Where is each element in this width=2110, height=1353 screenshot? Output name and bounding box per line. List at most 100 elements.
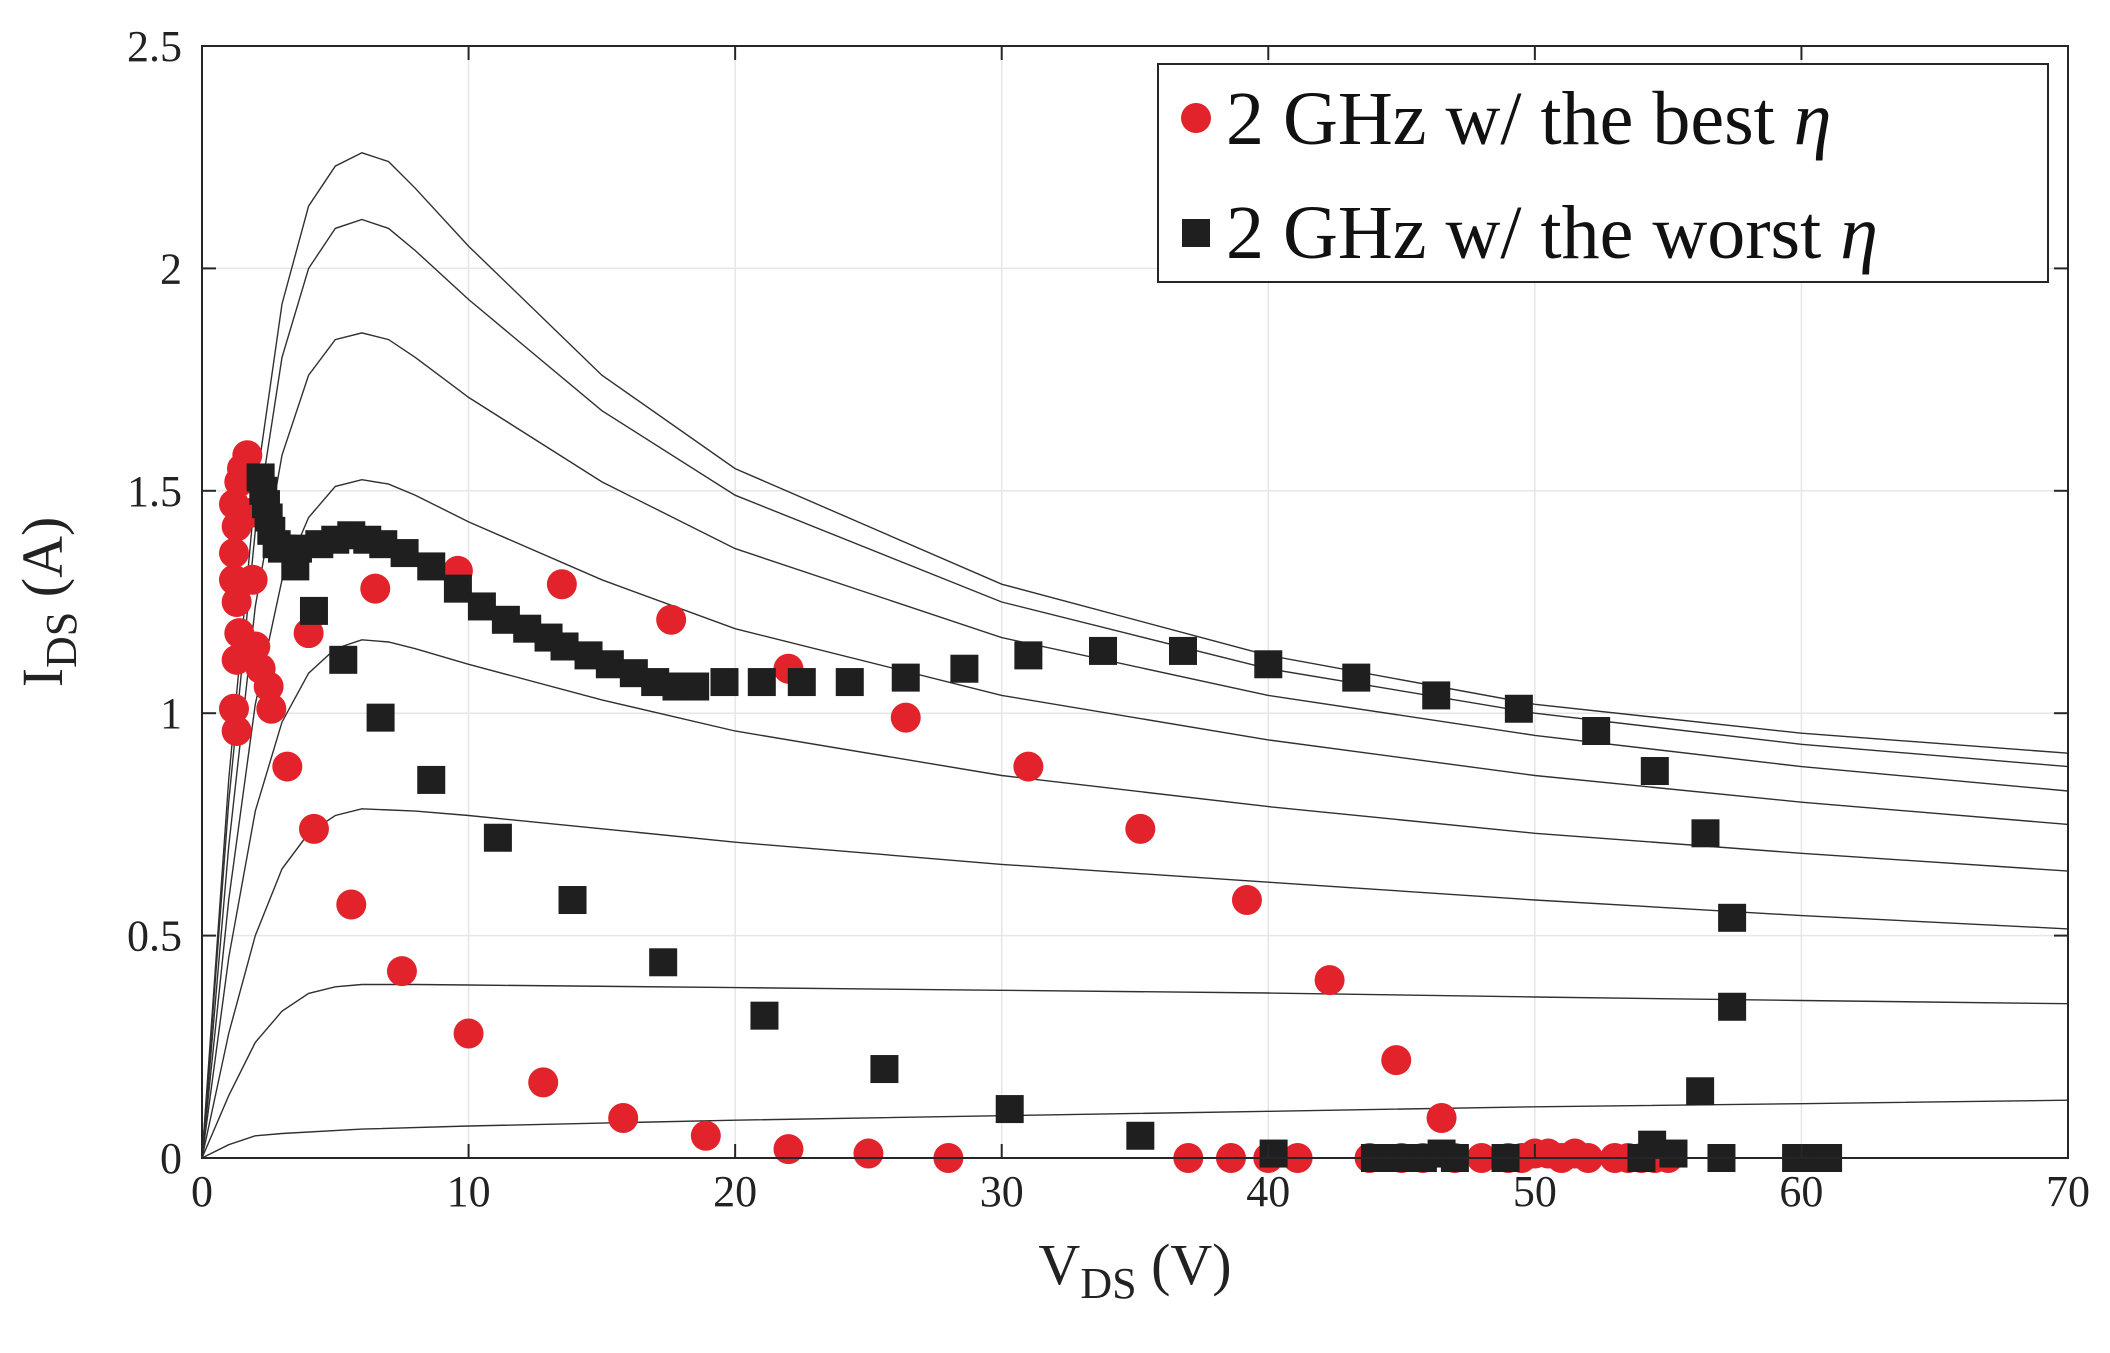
legend: 2 GHz w/ the best η 2 GHz w/ the worst η <box>1157 63 2049 283</box>
legend-marker-worst <box>1182 219 1210 247</box>
data-point-worst <box>1342 663 1371 692</box>
iv-model-curve <box>201 808 2069 1159</box>
data-point-best <box>1125 813 1156 844</box>
data-point-best <box>890 702 921 733</box>
data-point-best <box>360 573 391 604</box>
data-point-worst <box>1259 1139 1288 1168</box>
data-point-best <box>221 715 252 746</box>
data-point-best <box>293 618 324 649</box>
plot-frame <box>201 45 2069 1159</box>
x-tick-label: 60 <box>1779 1167 1823 1216</box>
data-point-worst <box>835 668 864 697</box>
x-axis-label-main: V <box>1038 1232 1080 1297</box>
data-point-worst <box>390 539 419 568</box>
data-point-worst <box>870 1055 899 1084</box>
data-point-worst <box>1504 694 1533 723</box>
data-point-worst <box>950 654 979 683</box>
x-axis-label-unit: (V) <box>1151 1232 1232 1297</box>
iv-model-curve <box>201 983 2069 1159</box>
data-point-best <box>1013 751 1044 782</box>
data-point-worst <box>1659 1139 1688 1168</box>
data-point-worst <box>483 823 512 852</box>
data-point-best <box>608 1102 639 1133</box>
y-axis-label-sub: DS <box>37 612 86 668</box>
data-point-worst <box>1582 716 1611 745</box>
iv-model-curve <box>201 639 2069 1159</box>
data-point-best <box>1314 965 1345 996</box>
y-tick-label: 0.5 <box>127 912 182 961</box>
data-point-worst <box>1691 819 1720 848</box>
data-point-worst <box>1718 903 1747 932</box>
y-tick-label: 1.5 <box>127 467 182 516</box>
data-point-worst <box>1422 681 1451 710</box>
data-point-best <box>528 1067 559 1098</box>
iv-model-curve <box>201 1099 2069 1159</box>
y-tick-label: 2 <box>160 244 182 293</box>
legend-marker-best <box>1181 103 1211 133</box>
data-point-best <box>773 1134 804 1165</box>
data-point-worst <box>710 668 739 697</box>
data-point-worst <box>891 663 920 692</box>
data-point-best <box>298 813 329 844</box>
data-point-worst <box>550 632 579 661</box>
y-tick-label: 0 <box>160 1134 182 1183</box>
legend-label-best-symbol: η <box>1794 77 1832 161</box>
iv-model-curve <box>201 478 2069 1159</box>
data-point-worst <box>1126 1121 1155 1150</box>
x-tick-label: 10 <box>447 1167 491 1216</box>
data-point-worst <box>995 1095 1024 1124</box>
data-point-best <box>218 538 249 569</box>
data-point-best <box>453 1018 484 1049</box>
x-tick-label: 70 <box>2046 1167 2090 1216</box>
legend-box <box>1157 63 2049 283</box>
data-point-best <box>237 564 268 595</box>
x-tick-label: 20 <box>713 1167 757 1216</box>
data-point-worst <box>1718 992 1747 1021</box>
data-point-worst <box>467 592 496 621</box>
x-tick-label: 30 <box>980 1167 1024 1216</box>
data-point-best <box>656 604 687 635</box>
data-point-best <box>218 693 249 724</box>
y-axis-label-main: I <box>10 668 75 687</box>
data-point-worst <box>1254 650 1283 679</box>
data-point-best <box>1426 1102 1457 1133</box>
legend-label-best-text: 2 GHz w/ the best <box>1226 77 1794 161</box>
x-tick-label: 50 <box>1513 1167 1557 1216</box>
data-point-best <box>272 751 303 782</box>
data-point-worst <box>417 765 446 794</box>
data-point-best <box>853 1138 884 1169</box>
data-point-worst <box>681 672 710 701</box>
legend-label-best: 2 GHz w/ the best η <box>1226 77 1831 161</box>
data-point-best <box>221 587 252 617</box>
data-point-worst <box>558 886 587 915</box>
legend-label-worst-text: 2 GHz w/ the worst <box>1226 191 1840 275</box>
data-point-worst <box>1014 641 1043 670</box>
data-point-best <box>1231 885 1262 916</box>
data-point-best <box>256 693 287 724</box>
data-point-best <box>546 569 577 600</box>
data-point-worst <box>787 668 816 697</box>
data-point-worst <box>1168 636 1197 665</box>
y-tick-label: 1 <box>160 689 182 738</box>
data-point-worst <box>1640 757 1669 786</box>
y-axis-ticks: 0 0.5 1 1.5 2 2.5 <box>127 22 2068 1183</box>
data-point-worst <box>299 596 328 625</box>
data-point-worst <box>595 650 624 679</box>
data-point-worst <box>649 948 678 977</box>
data-point-worst <box>366 703 395 732</box>
y-tick-label: 2.5 <box>127 22 182 71</box>
data-point-worst <box>329 645 358 674</box>
y-axis-label: IDS (A) <box>10 517 86 688</box>
data-point-best <box>336 889 367 920</box>
data-point-best <box>232 440 263 471</box>
legend-label-worst-symbol: η <box>1840 191 1878 275</box>
series-worst-efficiency <box>246 463 1843 1172</box>
data-point-best <box>386 956 417 987</box>
data-point-best <box>1381 1045 1412 1076</box>
x-axis-label-sub: DS <box>1080 1259 1136 1308</box>
data-point-best <box>253 671 284 702</box>
data-point-worst <box>1089 636 1118 665</box>
x-axis-ticks: 0 10 20 30 40 50 60 70 <box>191 46 2090 1216</box>
data-point-worst <box>1686 1077 1715 1106</box>
